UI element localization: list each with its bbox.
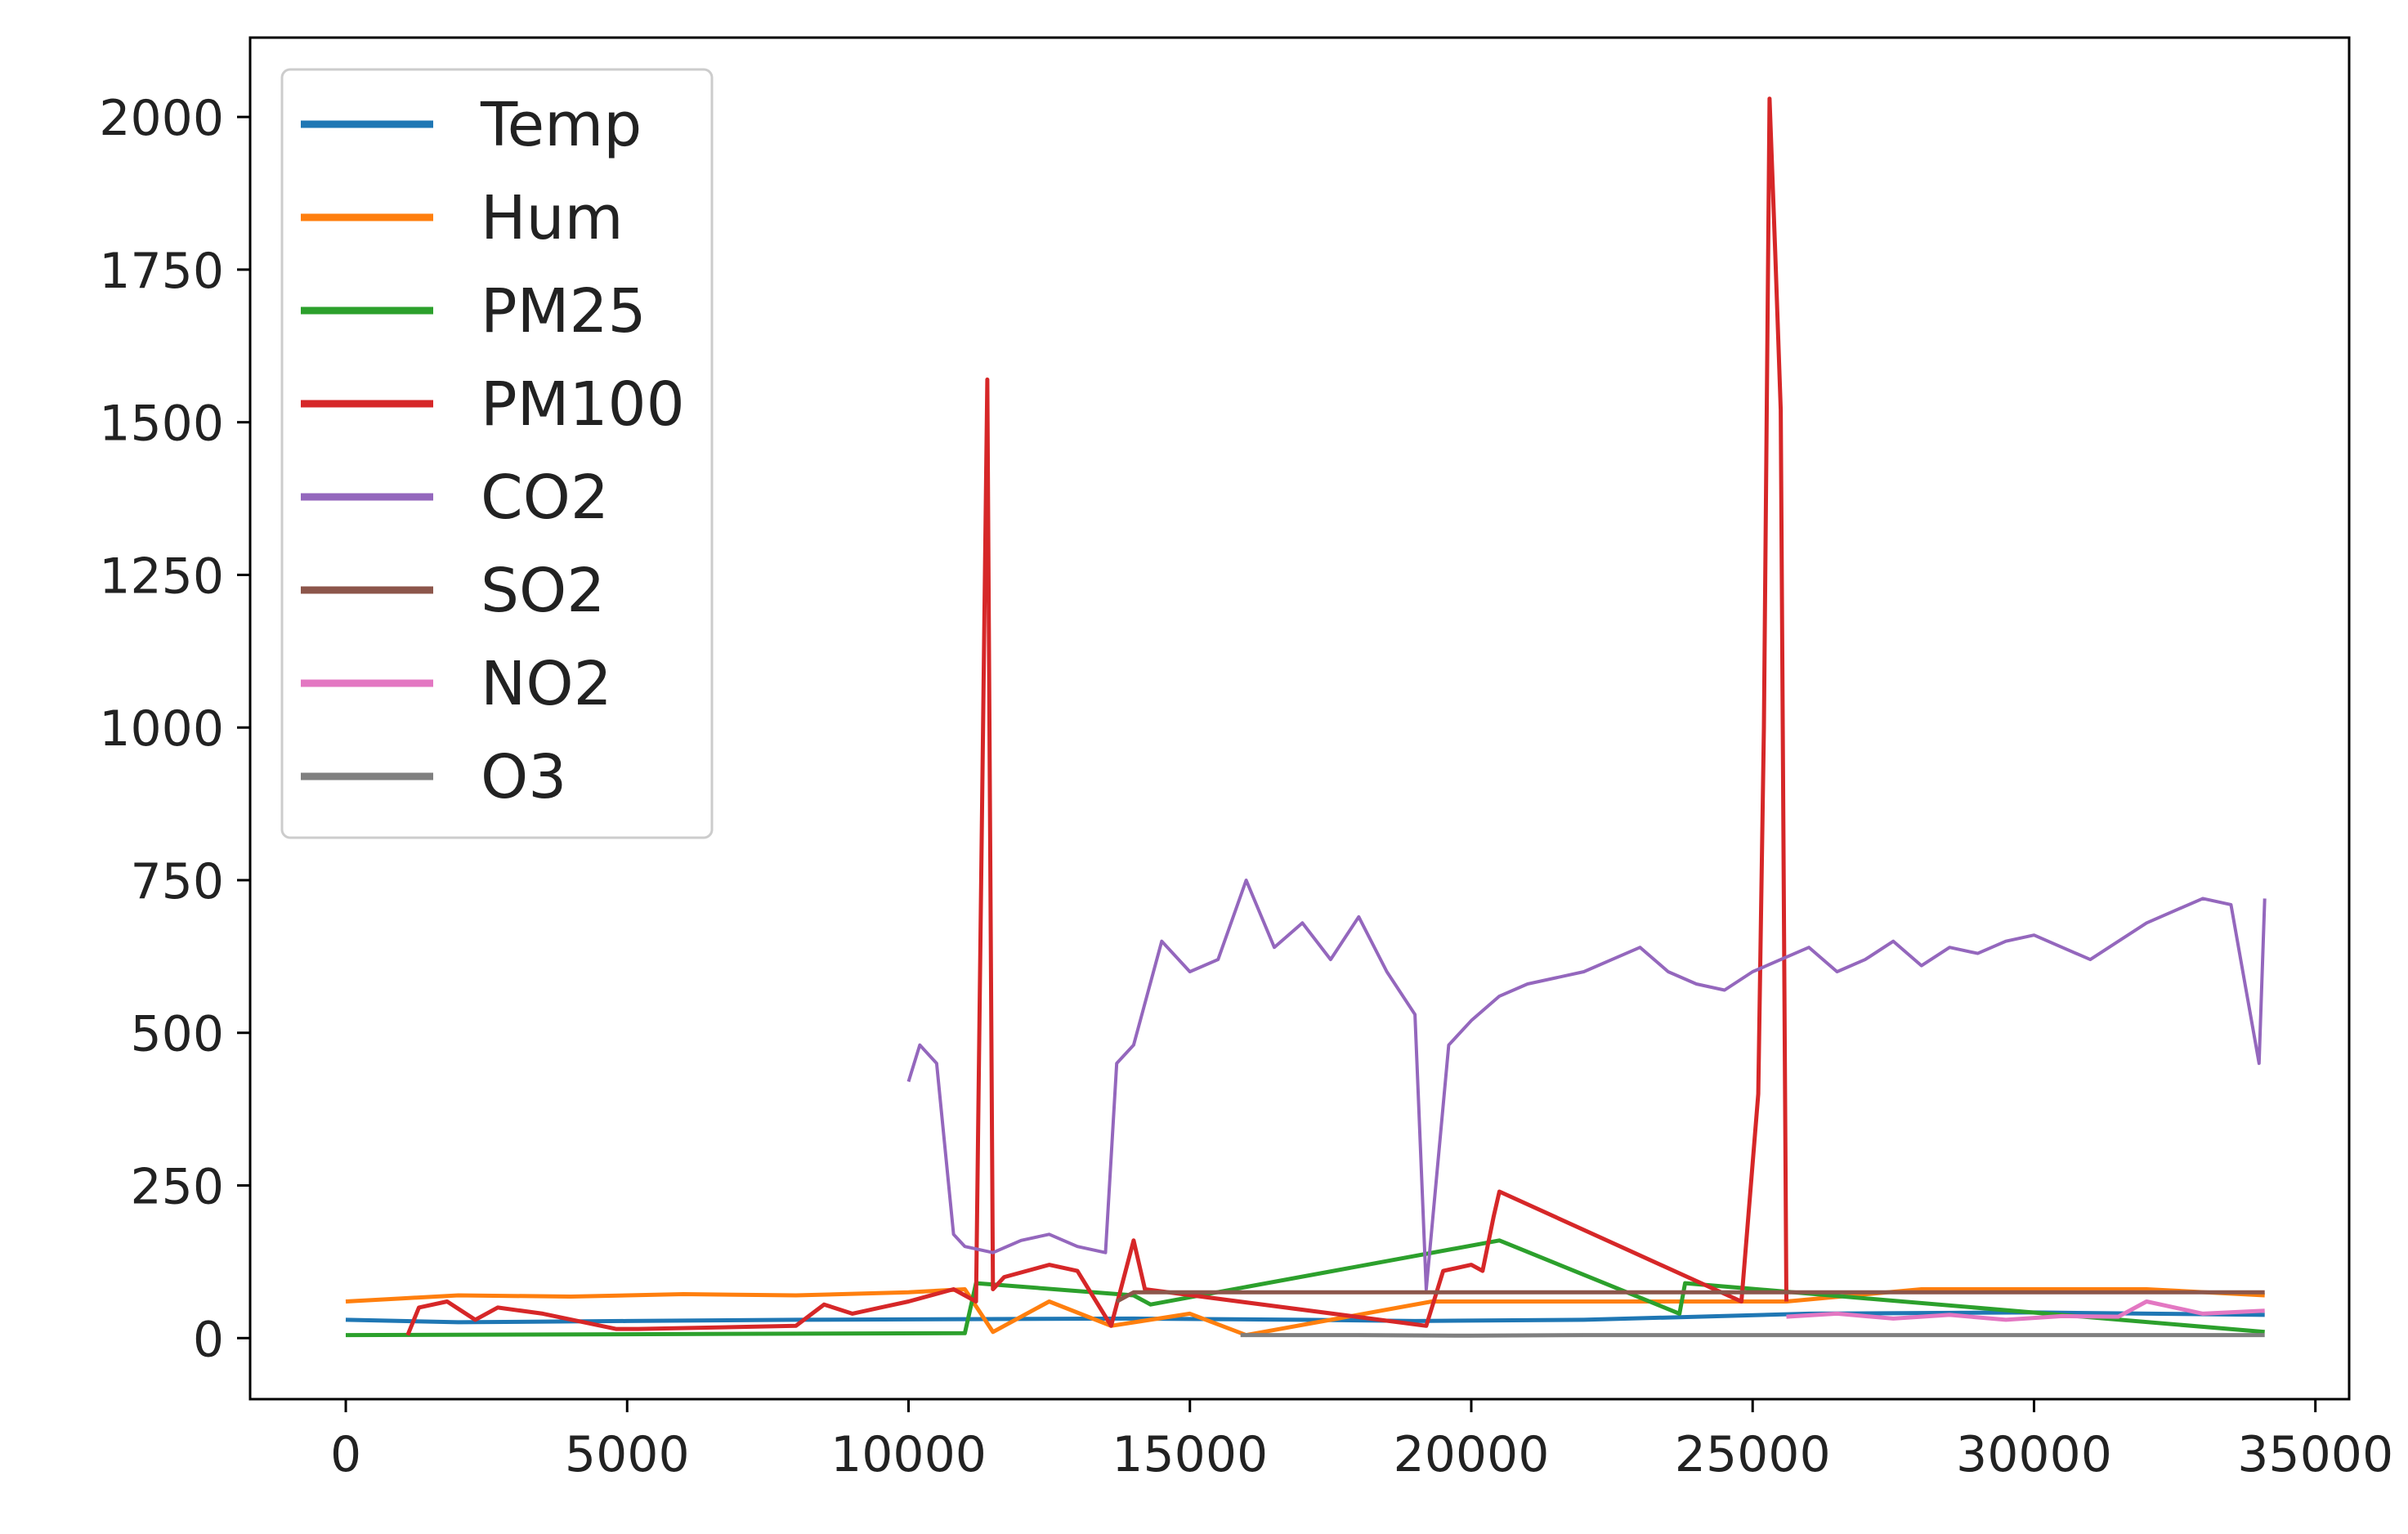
legend-label-o3: O3 [481, 742, 566, 812]
series-layer [345, 96, 2267, 1338]
legend-label-pm100: PM100 [481, 369, 685, 440]
series-line-pm100 [405, 96, 1788, 1336]
plot-frame [248, 36, 2351, 1401]
x-tick-label: 5000 [565, 1426, 690, 1483]
series-line-o3 [1240, 1333, 2265, 1338]
legend-label-temp: Temp [480, 90, 642, 160]
x-tick-label: 30000 [1956, 1426, 2112, 1483]
legend-label-hum: Hum [481, 183, 624, 253]
y-tick-label: 1500 [99, 396, 224, 453]
y-tick-label: 2000 [99, 90, 224, 147]
x-tick-label: 10000 [830, 1426, 987, 1483]
legend-label-pm25: PM25 [481, 276, 647, 347]
legend-box [280, 68, 714, 839]
x-tick-label: 15000 [1112, 1426, 1268, 1483]
y-tick-label: 1000 [99, 700, 224, 758]
series-line-hum [345, 1287, 2265, 1338]
series-line-co2 [906, 879, 2267, 1291]
series-line-so2 [1116, 1290, 2265, 1304]
y-tick-label: 1750 [99, 243, 224, 300]
x-tick-label: 25000 [1675, 1426, 1831, 1483]
x-tick-label: 0 [330, 1426, 361, 1483]
y-tick-label: 750 [130, 853, 224, 910]
y-tick-label: 250 [130, 1159, 224, 1216]
legend: Temp Hum PM25 PM100 CO2 SO2 NO2 O3 [280, 68, 714, 839]
legend-label-no2: NO2 [481, 649, 612, 719]
y-tick-label: 0 [193, 1311, 224, 1368]
y-tick-label: 500 [130, 1006, 224, 1063]
x-tick-label: 20000 [1394, 1426, 1550, 1483]
x-tick-label: 35000 [2237, 1426, 2393, 1483]
y-axis: 0 250 500 750 1000 1250 1500 1750 2000 [99, 90, 250, 1368]
series-line-no2 [1786, 1299, 2265, 1322]
legend-label-co2: CO2 [481, 463, 609, 533]
y-tick-label: 1250 [99, 548, 224, 605]
x-axis: 0 5000 10000 15000 20000 25000 30000 35000 [330, 1399, 2393, 1483]
legend-label-so2: SO2 [481, 556, 605, 626]
